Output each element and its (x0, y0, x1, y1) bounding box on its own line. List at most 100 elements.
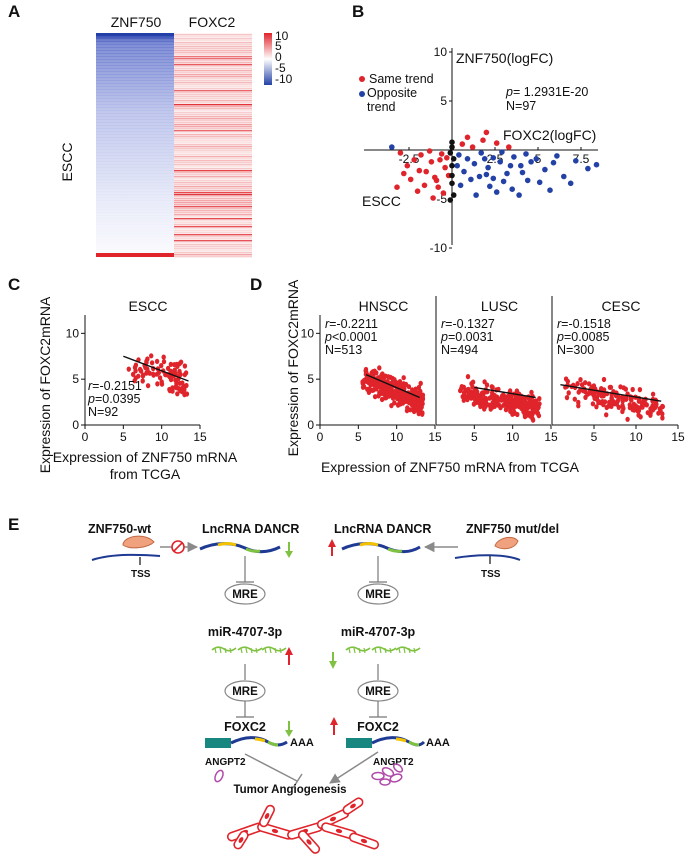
right-polya: AAA (426, 737, 450, 749)
scatter-b-point (449, 162, 455, 169)
heatmap-foxc2-row (174, 232, 252, 234)
heatmap-foxc2-row (174, 252, 252, 254)
mirna-icon-tick (374, 647, 377, 654)
scatter-b-point (404, 162, 411, 169)
scatter-c-point (140, 378, 145, 384)
scatter-b-point (497, 159, 504, 165)
heatmap-foxc2-row (174, 226, 252, 228)
scatter-d-1-point (519, 403, 524, 410)
scatter-d-1-point (514, 388, 520, 394)
scatter-b-point (449, 144, 455, 150)
scatter-d-0-point (392, 400, 397, 406)
heatmap-foxc2-row (174, 176, 252, 178)
mirna-icon (211, 646, 237, 652)
heatmap-foxc2-row (174, 230, 252, 232)
heatmap-foxc2-row (174, 98, 252, 100)
scatter-b-point (407, 176, 414, 183)
left-angpt2-icon (214, 769, 224, 783)
scatter-d-2-point (599, 386, 604, 392)
scatter-b-pvalue: p= 1.2931E-20 (505, 85, 588, 99)
scatter-d-0-ytick-label: 10 (301, 326, 315, 340)
scatter-d-0-point (401, 375, 406, 381)
red-blood-cell (360, 838, 368, 844)
scatter-d-xlabel: Expression of ZNF750 mRNA from TCGA (321, 459, 580, 475)
mirna-icon-tick (358, 647, 361, 654)
scatter-d-2-point (660, 404, 665, 410)
left-lncrna-label: LncRNA DANCR (202, 522, 299, 536)
scatter-c-point (180, 380, 185, 386)
heatmap-foxc2-row (174, 96, 252, 98)
scatter-c-point (149, 353, 154, 359)
scatter-d-2-point (576, 389, 581, 395)
scatter-b-point (518, 162, 524, 169)
heatmap-foxc2-row (174, 38, 252, 40)
scatter-b-point (401, 170, 407, 177)
scatter-d-trendline (474, 386, 536, 399)
scatter-d-1-point (507, 403, 512, 409)
heatmap-foxc2-row (174, 58, 252, 60)
scatter-b-ytick-label: -10 (430, 241, 448, 255)
scatter-c-xtick-label: 10 (155, 430, 169, 444)
scatter-d-2-point (637, 387, 643, 393)
scatter-c-point (154, 358, 160, 364)
heatmap-znf750-row-lines (96, 39, 174, 251)
heatmap-foxc2-row (174, 50, 252, 52)
scatter-c-xtick-label: 15 (193, 430, 207, 444)
scatter-b-point (468, 176, 474, 183)
scatter-d-0-point (360, 384, 366, 390)
heatmap-foxc2-row (174, 198, 252, 200)
scatter-b-point (450, 192, 457, 198)
scatter-d-1-point (515, 401, 520, 407)
mirna-icon-tick (264, 647, 267, 654)
scatter-d-0-point (372, 394, 378, 400)
scatter-d-2-r: r=-0.1518 (557, 317, 611, 331)
left-tss-label: TSS (131, 569, 151, 580)
scatter-b-point (440, 190, 447, 196)
right-foxc2-up-arrowhead (330, 717, 338, 725)
scatter-b-point (519, 169, 526, 176)
scatter-d-1-point (478, 397, 483, 404)
scatter-d-title: HNSCC (359, 298, 409, 314)
heatmap-foxc2-row (174, 52, 252, 54)
scatter-d-1-xtick-label: 10 (506, 430, 520, 444)
heatmap-foxc2-row (174, 62, 252, 64)
scatter-c-title: ESCC (129, 298, 168, 314)
red-blood-cell (271, 828, 279, 834)
scatter-d-2-point (638, 414, 643, 420)
scatter-d-0-point (417, 390, 423, 396)
scatter-b-point (507, 162, 514, 169)
heatmap-foxc2-row (174, 114, 252, 116)
scatter-b-point (493, 140, 500, 146)
scatter-d-0-xtick-label: 5 (355, 430, 362, 444)
scatter-b-point (585, 165, 591, 172)
scatter-d-0-point (389, 380, 394, 386)
heatmap-foxc2-row (174, 246, 252, 248)
heatmap-foxc2-row (174, 234, 252, 236)
scatter-b-point (430, 195, 436, 201)
scatter-d-1-point (481, 390, 486, 397)
mirna-icon (237, 646, 263, 652)
mirna-icon-tick (240, 647, 243, 654)
scatter-d-0-point (408, 407, 413, 413)
scatter-b-point (397, 150, 404, 156)
scatter-c-point (145, 383, 151, 389)
scatter-d-0-point (418, 380, 423, 386)
legend-opposite-trend: Opposite trend (367, 86, 418, 114)
scatter-d-2-n: N=300 (557, 343, 594, 357)
scatter-d-0-point (420, 411, 425, 417)
mirna-icon-tick (403, 647, 406, 654)
scatter-d-2-point (599, 393, 605, 399)
scatter-d-0-ytick-label: 0 (307, 418, 314, 432)
scatter-d-2-point (635, 404, 640, 411)
left-mirna-icons (211, 646, 287, 654)
scatter-d-2-point (586, 381, 592, 387)
heatmap-foxc2-row (174, 148, 252, 150)
scatter-d-0-point (360, 379, 365, 385)
scatter-b-point (411, 157, 418, 163)
scatter-b-point (493, 189, 500, 195)
scatter-d-2-point (596, 391, 601, 397)
heatmap-foxc2-row (174, 186, 252, 188)
heatmap-foxc2-stripes (174, 34, 252, 258)
scatter-d-2-point (576, 399, 581, 405)
heatmap-foxc2-row (174, 118, 252, 120)
